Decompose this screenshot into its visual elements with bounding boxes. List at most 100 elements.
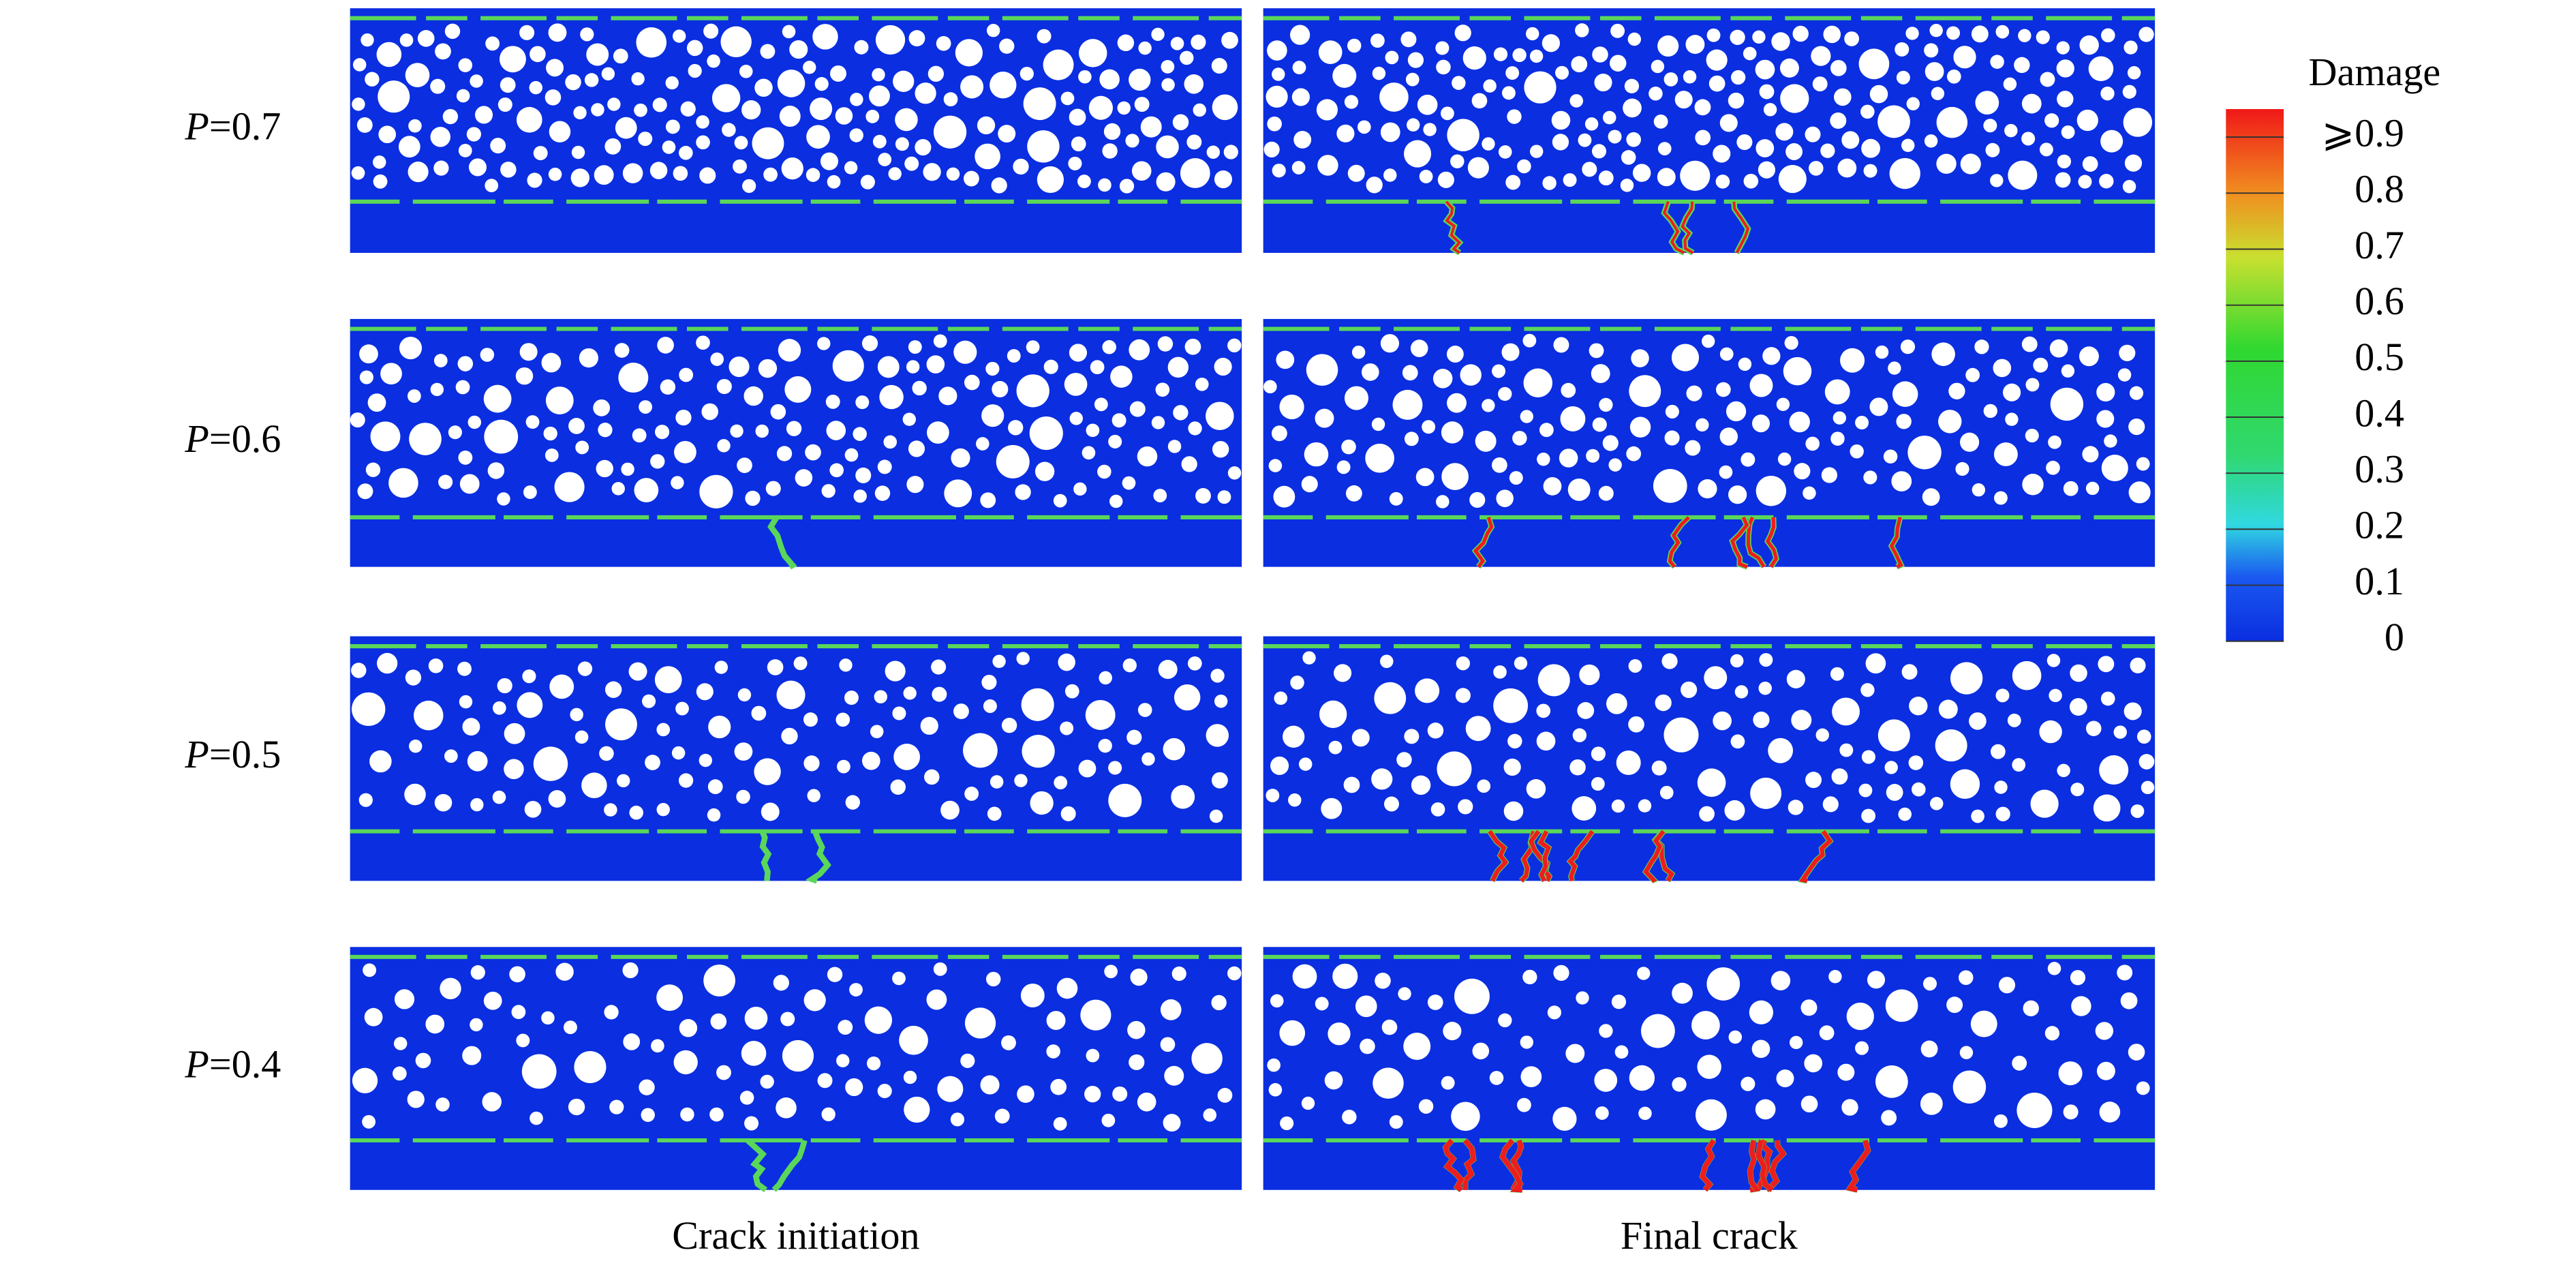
aggregate bbox=[981, 674, 997, 690]
aggregate bbox=[2047, 962, 2061, 975]
aggregate bbox=[1137, 703, 1152, 717]
aggregate bbox=[1839, 743, 1854, 757]
aggregate bbox=[1952, 1070, 1987, 1104]
aggregate bbox=[665, 76, 679, 90]
aggregate bbox=[2123, 702, 2142, 720]
aggregate bbox=[1752, 30, 1766, 44]
aggregate bbox=[2100, 691, 2115, 706]
aggregate bbox=[1471, 93, 1488, 109]
aggregate bbox=[893, 744, 921, 770]
aggregate bbox=[1591, 746, 1606, 761]
aggregate bbox=[351, 166, 365, 180]
aggregate bbox=[1875, 1065, 1908, 1098]
aggregate bbox=[1869, 85, 1888, 104]
aggregate bbox=[803, 755, 820, 772]
aggregate bbox=[430, 382, 444, 397]
aggregate bbox=[714, 660, 729, 674]
row-label: P=0.5 bbox=[184, 732, 281, 776]
aggregate bbox=[1058, 653, 1075, 671]
aggregate bbox=[1830, 112, 1847, 130]
aggregate bbox=[1405, 72, 1420, 87]
aggregate bbox=[545, 89, 562, 106]
aggregate bbox=[458, 58, 473, 72]
aggregate bbox=[1056, 977, 1078, 999]
aggregate bbox=[1749, 374, 1773, 397]
aggregate bbox=[1482, 399, 1495, 412]
aggregate bbox=[1560, 406, 1586, 431]
aggregate bbox=[1450, 154, 1465, 168]
aggregate bbox=[1267, 1058, 1281, 1072]
aggregate bbox=[1505, 174, 1521, 190]
aggregate bbox=[734, 742, 753, 761]
aggregate bbox=[1860, 104, 1875, 119]
aggregate bbox=[408, 119, 422, 133]
aggregate bbox=[926, 355, 945, 374]
aggregate bbox=[1030, 791, 1054, 815]
aggregate bbox=[404, 783, 426, 806]
aggregate bbox=[591, 103, 604, 117]
aggregate bbox=[1344, 386, 1369, 410]
aggregate bbox=[675, 410, 692, 426]
aggregate bbox=[1069, 108, 1086, 126]
aggregate bbox=[1869, 397, 1888, 416]
aggregate bbox=[707, 54, 720, 68]
aggregate bbox=[696, 135, 710, 150]
aggregate bbox=[1007, 349, 1021, 363]
aggregate bbox=[1385, 50, 1399, 65]
aggregate bbox=[737, 457, 752, 474]
aggregate bbox=[2025, 429, 2039, 443]
aggregate bbox=[623, 1033, 641, 1050]
aggregate bbox=[466, 127, 481, 142]
aggregate bbox=[1103, 123, 1121, 140]
aggregate bbox=[985, 361, 1000, 376]
aggregate bbox=[1467, 157, 1489, 179]
aggregate bbox=[2030, 789, 2059, 818]
aggregate bbox=[1046, 1011, 1066, 1031]
aggregate bbox=[1822, 796, 1839, 812]
aggregate bbox=[357, 483, 373, 500]
aggregate bbox=[407, 389, 421, 403]
matrix bbox=[350, 636, 1242, 881]
aggregate bbox=[1892, 381, 1918, 407]
aggregate bbox=[1569, 759, 1586, 776]
aggregate bbox=[1512, 431, 1527, 446]
aggregate bbox=[1430, 802, 1445, 817]
aggregate bbox=[1683, 70, 1697, 84]
aggregate bbox=[350, 412, 365, 428]
panel bbox=[350, 947, 1242, 1193]
aggregate bbox=[782, 1039, 814, 1072]
aggregate bbox=[688, 63, 702, 78]
aggregate bbox=[2014, 57, 2030, 74]
aggregate bbox=[1990, 174, 2004, 187]
aggregate bbox=[1306, 354, 1338, 386]
aggregate bbox=[927, 421, 949, 444]
aggregate bbox=[1672, 982, 1693, 1004]
aggregate bbox=[1064, 684, 1079, 699]
aggregate bbox=[1657, 142, 1672, 155]
aggregate bbox=[1319, 700, 1347, 729]
aggregate bbox=[814, 77, 829, 91]
aggregate bbox=[855, 395, 870, 410]
aggregate bbox=[671, 746, 686, 760]
aggregate bbox=[1212, 441, 1229, 458]
aggregate bbox=[1267, 40, 1287, 61]
aggregate bbox=[430, 127, 450, 147]
aggregate bbox=[2079, 346, 2099, 367]
aggregate bbox=[1638, 799, 1652, 812]
aggregate bbox=[1155, 382, 1170, 397]
aggregate bbox=[1193, 103, 1206, 117]
aggregate bbox=[2046, 654, 2061, 667]
crack bbox=[1732, 201, 1750, 254]
aggregate bbox=[1441, 421, 1464, 444]
aggregate bbox=[892, 706, 906, 720]
row-label: P=0.4 bbox=[184, 1042, 281, 1087]
aggregate bbox=[2063, 481, 2079, 496]
aggregate bbox=[522, 669, 536, 684]
aggregate bbox=[1907, 436, 1942, 470]
aggregate bbox=[570, 168, 589, 187]
aggregate bbox=[1846, 1002, 1874, 1031]
aggregate bbox=[470, 74, 483, 88]
aggregate bbox=[650, 454, 665, 469]
aggregate bbox=[555, 962, 574, 981]
aggregate bbox=[903, 1070, 917, 1084]
